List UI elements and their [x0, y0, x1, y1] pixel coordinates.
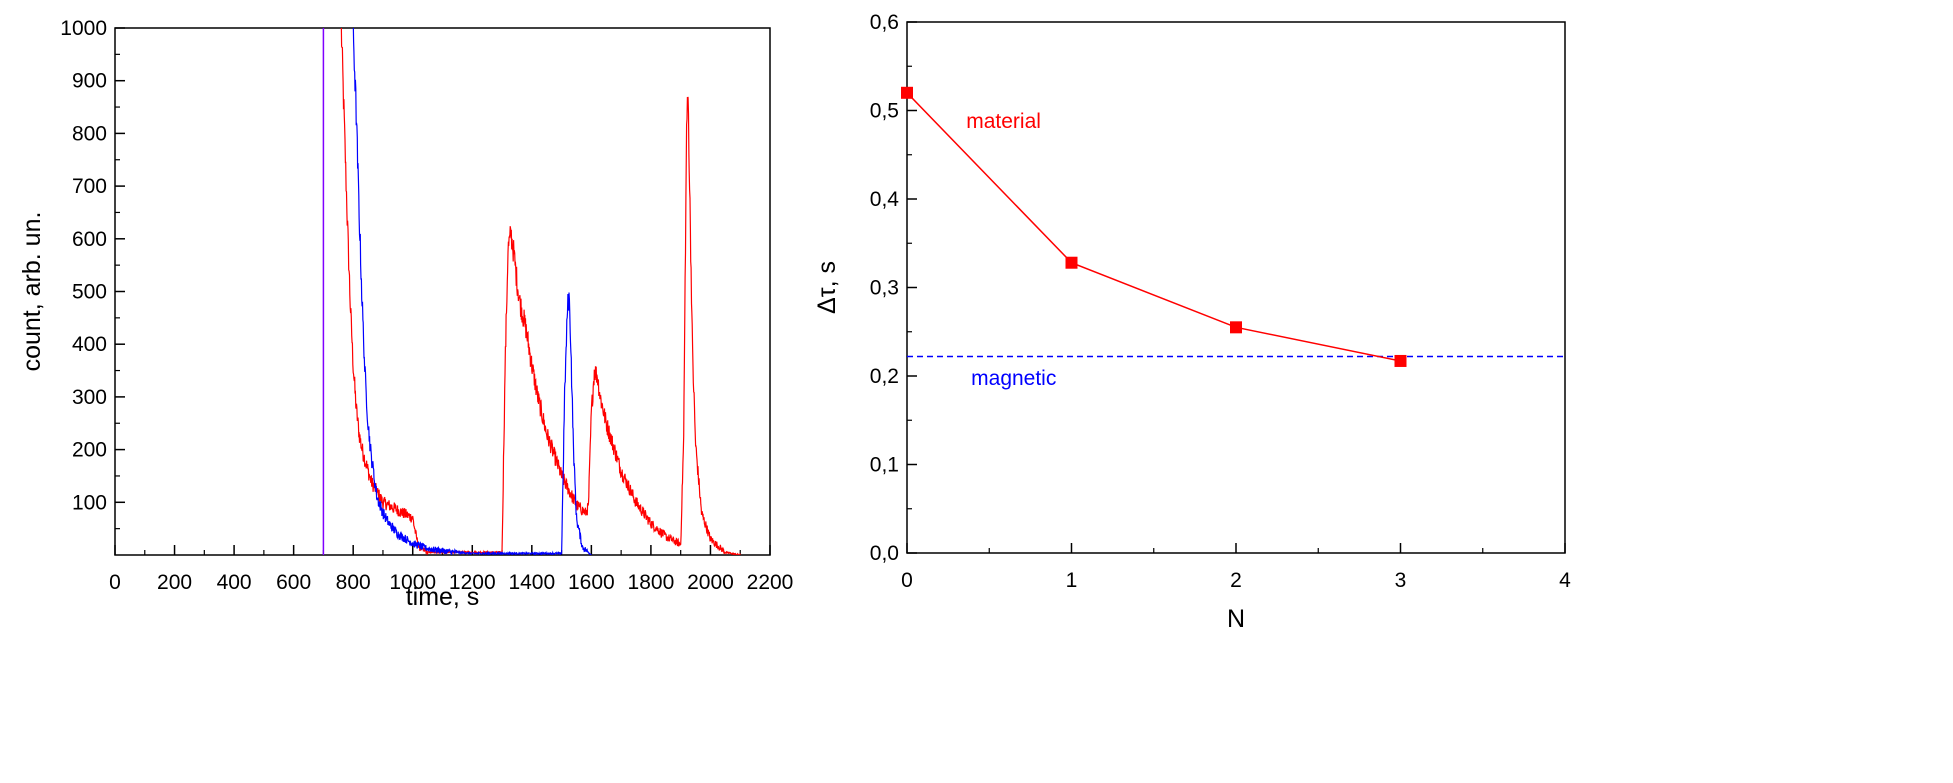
left-chart: 0 200 400 600 800 1000 1200 1400 1600 1800 2000 220…	[18, 17, 793, 611]
left-y-tick-label: 300	[72, 386, 107, 409]
left-x-tick-label: 2200	[747, 571, 794, 594]
left-y-tick-label: 900	[72, 70, 107, 93]
material-point	[901, 87, 913, 99]
right-chart: 0 1 2 3 4 0,0 0,1 0,2 0,3 0,4 0,5 0,6 material mag…	[813, 11, 1571, 633]
left-x-tick-label: 200	[157, 571, 192, 594]
annotation-magnetic: magnetic	[971, 367, 1056, 390]
right-y-tick-label: 0,5	[870, 100, 899, 123]
left-y-tick-label: 200	[72, 439, 107, 462]
right-x-axis-label: N	[1227, 605, 1245, 633]
left-series-line-blue	[353, 18, 591, 555]
left-y-tick-label: 400	[72, 333, 107, 356]
right-y-tick-label: 0,6	[870, 11, 899, 34]
right-x-tick-label: 2	[1230, 569, 1242, 592]
right-y-tick-label: 0,1	[870, 454, 899, 477]
left-x-tick-label: 400	[217, 571, 252, 594]
left-y-tick-label: 600	[72, 228, 107, 251]
left-x-tick-label: 600	[276, 571, 311, 594]
right-y-tick-label: 0,3	[870, 277, 899, 300]
left-plot-frame	[115, 28, 770, 555]
material-point	[1066, 257, 1078, 269]
left-y-tick-label: 700	[72, 175, 107, 198]
material-point	[1395, 355, 1407, 367]
right-y-tick-label: 0,0	[870, 542, 899, 565]
left-x-tick-label: 800	[336, 571, 371, 594]
left-x-tick-label: 1400	[508, 571, 555, 594]
right-y-tick-label: 0,4	[870, 188, 900, 211]
left-y-tick-label: 1000	[60, 17, 107, 40]
left-y-tick-label: 500	[72, 281, 107, 304]
left-y-tick-label: 800	[72, 122, 107, 145]
right-x-tick-label: 3	[1395, 569, 1407, 592]
right-x-tick-label: 1	[1066, 569, 1078, 592]
left-y-axis-label: count, arb. un.	[18, 212, 46, 372]
left-x-tick-label: 1800	[628, 571, 675, 594]
left-series-line-red	[341, 23, 740, 555]
right-x-axis: 0 1 2 3 4	[901, 543, 1571, 592]
material-point	[1230, 321, 1242, 333]
right-y-axis-label: Δτ, s	[813, 261, 841, 314]
left-x-tick-label: 1600	[568, 571, 615, 594]
left-x-tick-label: 0	[109, 571, 121, 594]
left-x-tick-label: 2000	[687, 571, 734, 594]
left-series-group	[323, 18, 740, 555]
annotation-material: material	[966, 110, 1041, 133]
right-y-tick-label: 0,2	[870, 365, 899, 388]
right-x-tick-label: 0	[901, 569, 913, 592]
right-x-tick-label: 4	[1559, 569, 1571, 592]
left-x-axis-label: time, s	[406, 583, 480, 611]
right-plot-frame	[907, 22, 1565, 553]
left-y-tick-label: 100	[72, 491, 107, 514]
